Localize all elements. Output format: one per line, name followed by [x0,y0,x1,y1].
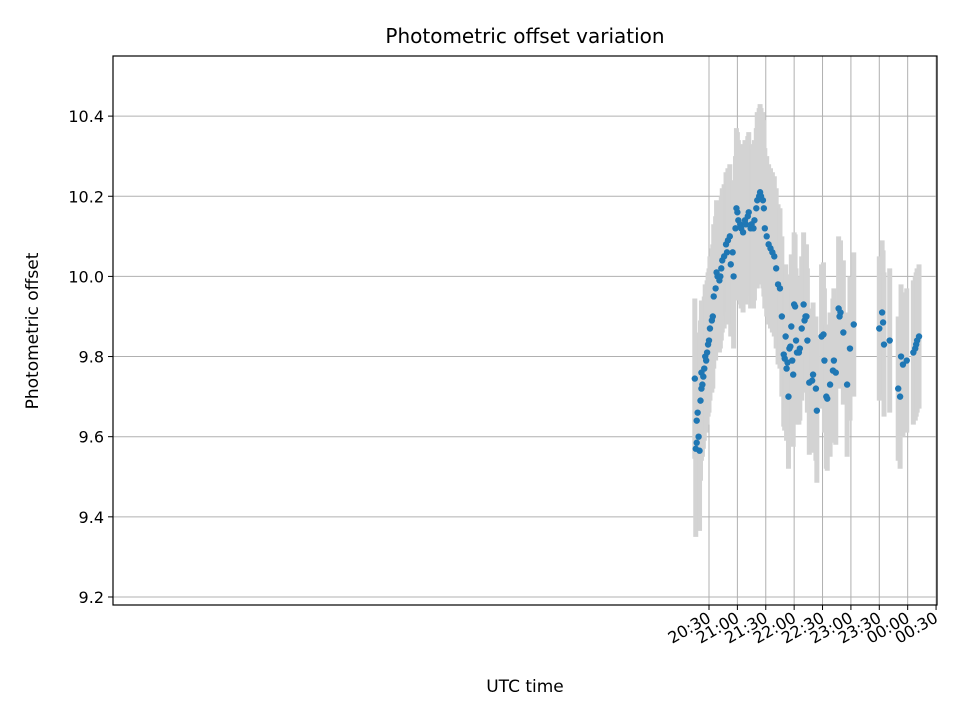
y-tick-label: 10.2 [68,187,104,206]
data-point [783,365,790,372]
data-point [903,357,910,364]
data-point [812,385,820,392]
y-tick-label: 10.0 [68,267,104,286]
data-point [727,261,734,268]
data-point [691,375,699,382]
data-point [734,209,741,216]
data-point [696,447,703,454]
data-point [705,337,713,344]
data-point [726,233,734,240]
data-point [813,407,821,414]
data-point [718,265,725,272]
data-point [798,325,805,332]
data-point [824,395,831,402]
data-point [701,365,708,372]
y-tick-label: 9.6 [79,428,104,447]
data-point [761,225,769,232]
data-point [782,333,789,340]
data-point [706,325,714,332]
data-point [771,253,778,260]
data-point [809,371,817,378]
data-point [693,439,700,446]
data-point [837,309,844,316]
data-point [804,337,811,344]
y-tick-label: 9.2 [79,588,104,607]
data-point [803,313,810,320]
data-point [826,381,834,388]
data-point [790,371,797,378]
data-point [723,249,731,256]
data-point [791,303,799,310]
data-point [843,381,851,388]
data-point [846,345,854,352]
data-point [730,273,737,280]
data-point [915,333,923,340]
data-point [880,341,888,348]
data-point [796,345,804,352]
data-point [709,313,716,320]
data-point [789,357,796,364]
data-point [745,209,752,216]
data-point [821,357,828,364]
data-point [876,325,883,332]
data-point [697,397,704,404]
chart-title: Photometric offset variation [385,24,664,48]
data-point [897,353,905,360]
data-point [760,205,768,212]
data-point [732,225,739,232]
y-tick-label: 9.4 [79,508,104,527]
data-point [753,205,760,212]
plot-frame [112,55,938,606]
data-point [792,337,800,344]
data-point [899,361,907,368]
data-point [772,265,780,272]
data-point [742,221,750,228]
x-axis-label: UTC time [486,677,564,697]
data-point [710,293,717,300]
data-point [703,349,711,356]
data-point [700,373,707,380]
data-point [878,309,886,316]
data-point [702,357,710,364]
data-point [808,377,816,384]
data-point [788,323,795,330]
data-point [896,393,904,400]
data-point [712,285,719,292]
y-tick-label: 10.4 [68,107,104,126]
data-point [832,369,839,376]
data-point [717,273,724,280]
data-point [699,381,706,388]
y-tick-label: 9.8 [79,348,104,367]
data-point [787,343,794,350]
data-point [729,249,736,256]
data-point [895,385,902,392]
data-point [751,217,758,224]
data-point [694,409,701,416]
data-point [879,319,887,326]
data-point [785,393,792,400]
data-point [763,233,770,240]
data-point [776,285,784,292]
data-point [886,337,893,344]
data-point [778,313,786,320]
data-point [850,321,857,328]
data-point [840,329,847,336]
data-point [759,197,767,204]
data-point [820,331,827,338]
y-axis-label: Photometric offset [23,252,43,409]
data-points [691,189,923,454]
data-point [739,229,747,236]
data-point [693,417,700,424]
data-point [750,225,757,232]
data-point [800,301,807,308]
data-point [830,357,838,364]
data-point [695,433,702,440]
